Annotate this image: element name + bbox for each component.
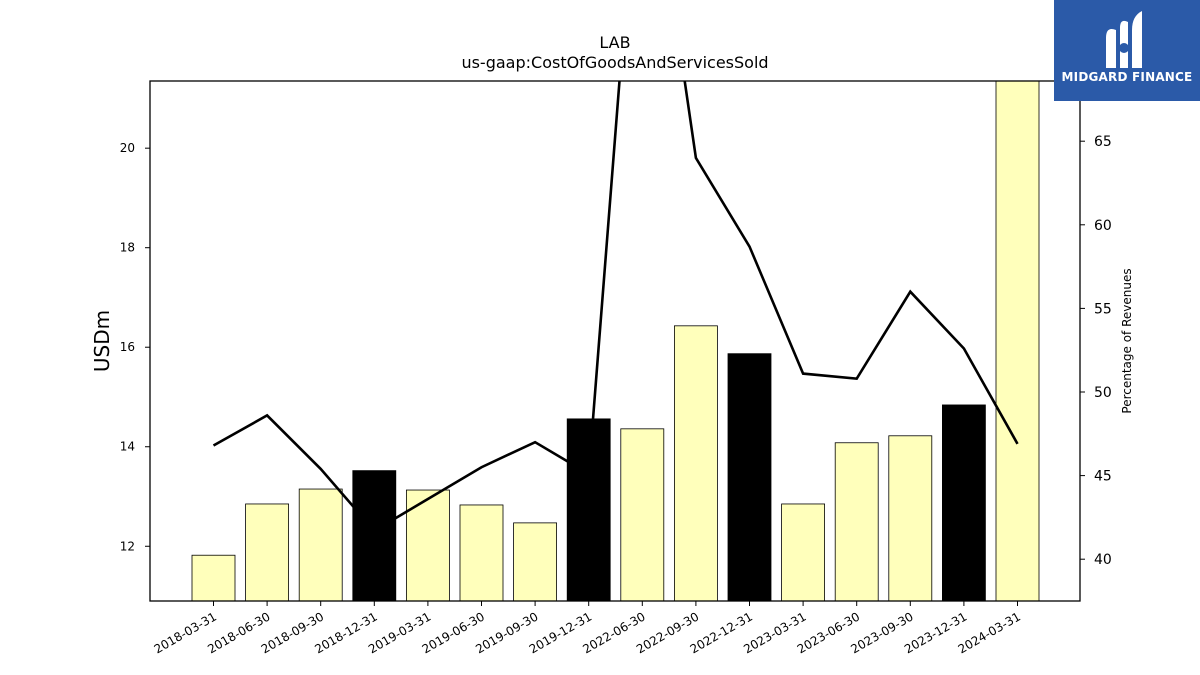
right-tick-label: 40: [1094, 552, 1112, 568]
y-tick-label: 14: [120, 440, 135, 454]
right-tick-label: 65: [1094, 134, 1112, 150]
bar: [727, 353, 772, 601]
bar: [352, 470, 397, 601]
bar: [620, 428, 665, 601]
right-tick-label: 60: [1094, 218, 1112, 234]
bar: [781, 503, 825, 601]
line-series-path: [212, 81, 1019, 533]
line-series: [212, 81, 1019, 533]
chart-title: LAB: [599, 33, 630, 52]
y-axis-label: USDm: [90, 310, 114, 372]
midgard-m-logo-icon: [1106, 11, 1142, 68]
x-axis: 2018-03-312018-06-302018-09-302018-12-31…: [152, 601, 1023, 656]
right-tick-label: 55: [1094, 301, 1112, 317]
brand-name: MIDGARD FINANCE: [1061, 70, 1193, 84]
y-tick-label: 20: [120, 141, 135, 155]
plot-frame: [149, 80, 1081, 602]
bar: [566, 418, 611, 601]
right-axis: 40 45 50 55 60 65: [1080, 134, 1112, 568]
bar: [298, 488, 343, 601]
right-axis-label: Percentage of Revenues: [1120, 268, 1134, 413]
bar: [191, 554, 236, 601]
right-tick-label: 50: [1094, 385, 1112, 401]
bar: [245, 503, 290, 601]
y-tick-label: 12: [120, 539, 135, 553]
bar: [674, 325, 718, 601]
bar: [995, 81, 1040, 601]
bar: [888, 435, 933, 601]
right-tick-label: 45: [1094, 469, 1112, 485]
bar-series: [191, 81, 1040, 601]
y-tick-label: 16: [120, 340, 135, 354]
bar: [834, 442, 879, 601]
bar: [942, 404, 986, 601]
brand-logo: MIDGARD FINANCE: [1054, 0, 1200, 101]
y-tick-label: 18: [120, 241, 135, 255]
bar: [513, 522, 557, 601]
chart-subtitle: us-gaap:CostOfGoodsAndServicesSold: [461, 53, 768, 72]
left-axis: 12 14 16 18 20: [120, 141, 150, 553]
bar: [459, 504, 504, 601]
